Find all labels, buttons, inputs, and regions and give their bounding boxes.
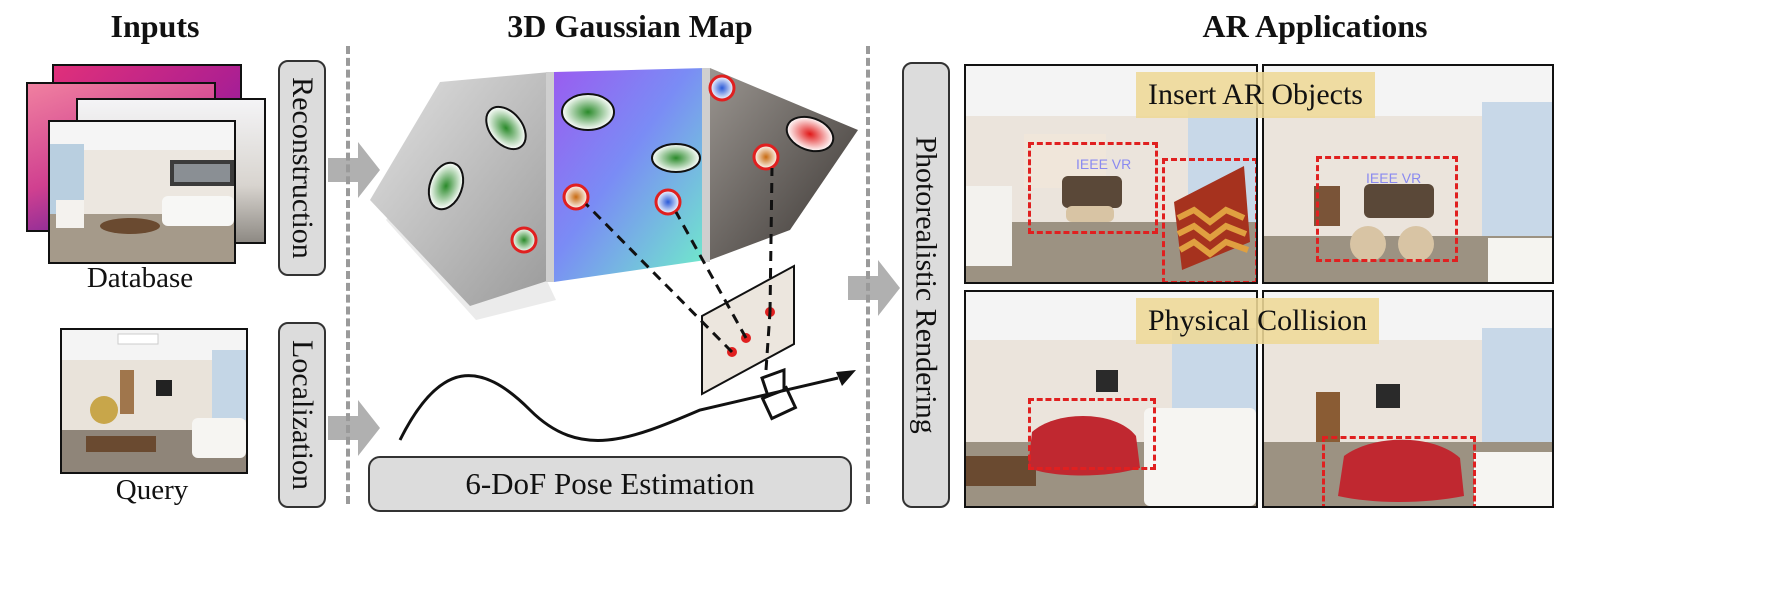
inputs-heading: Inputs [110,8,200,44]
localization-stage: Localization [278,322,326,508]
keypoint-circle [510,226,538,254]
localization-label: Localization [286,340,319,490]
reconstruction-arrow [328,142,380,198]
ar-panel-insert-1: IEEE VR [964,64,1258,284]
gaussian-ellipse [485,105,527,151]
rendering-stage: Photorealistic Rendering [902,62,950,508]
keypoint-circle [752,143,780,171]
query-label: Query [115,474,189,506]
query-room-photo [62,330,246,472]
query-image [60,328,248,474]
camera-icon [760,367,798,421]
correspondence-lines [584,167,774,371]
rendering-label: Photorealistic Rendering [910,136,943,434]
wall-text-ieee-vr-2: IEEE VR [1366,170,1422,186]
separator-right [866,46,870,504]
rendering-input-arrow [848,260,900,316]
gaussian-map-heading: 3D Gaussian Map [507,8,753,44]
keypoint-circle [562,183,590,211]
reconstruction-stage: Reconstruction [278,60,326,276]
photo-section [710,68,858,260]
database-room-photo [50,122,234,262]
dashed-box [1322,436,1476,506]
ar-panel-insert-2: IEEE VR [1262,64,1554,284]
camera-trajectory [398,374,839,442]
pose-estimation-stage: 6-DoF Pose Estimation [368,456,852,512]
dashed-box [1316,156,1458,262]
physical-collision-label: Physical Collision [1136,298,1380,344]
keypoint-circle [708,74,736,102]
dashed-box [1028,142,1158,234]
localization-arrow [328,400,380,456]
gaussian-ellipse [785,115,835,153]
separator-left [346,46,350,504]
gaussian-ellipse [651,143,701,173]
query-projection-card [701,264,795,396]
insert-ar-objects-label: Insert AR Objects [1136,72,1375,118]
gaussian-map-diagram [370,68,858,442]
gaussian-ellipse [427,161,465,211]
dashed-box [1162,158,1256,282]
dashed-box [1028,398,1156,470]
wall-text-ieee-vr-1: IEEE VR [1076,156,1132,172]
database-image-front [48,120,236,264]
inserted-pillow [1174,166,1250,270]
gaussian-ellipse [561,93,615,131]
ar-applications-heading: AR Applications [1202,8,1428,44]
reconstruction-label: Reconstruction [286,77,320,259]
database-label: Database [86,262,194,294]
keypoint-circle [654,188,682,216]
